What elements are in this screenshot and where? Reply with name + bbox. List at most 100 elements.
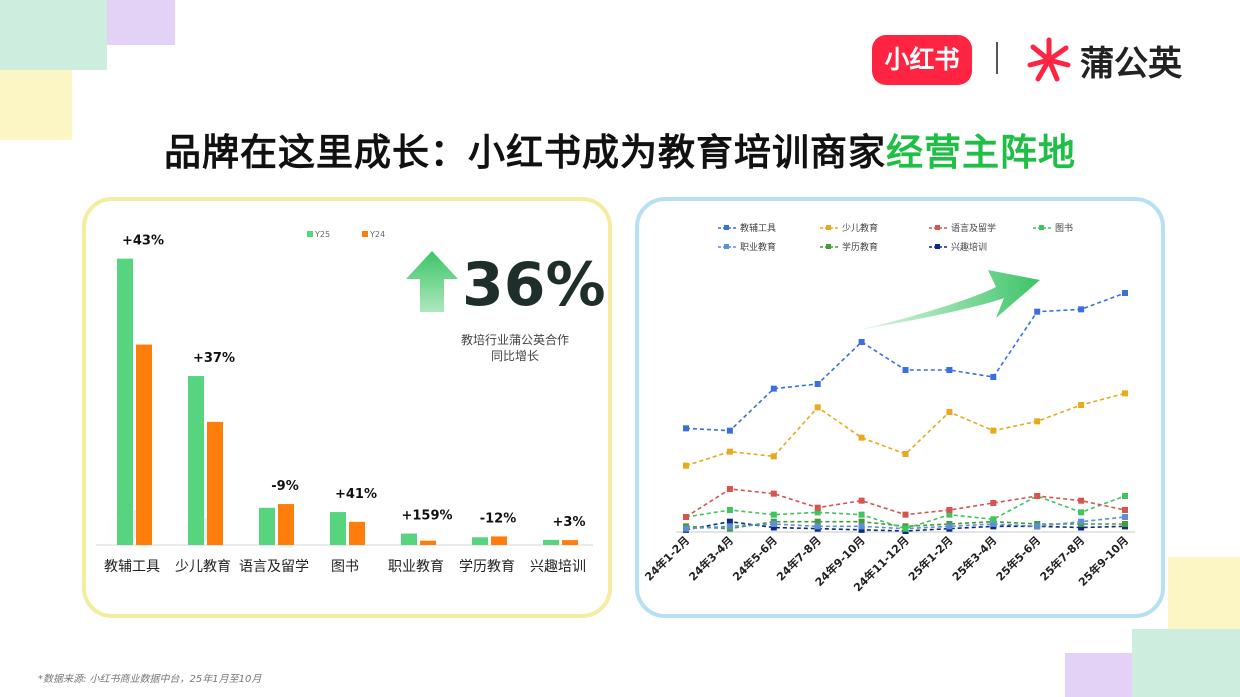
x-tick-label: 24年5-6月	[730, 533, 780, 583]
deco-block	[1168, 557, 1240, 629]
data-point	[1078, 524, 1085, 531]
data-point	[946, 511, 953, 518]
bar-y25	[117, 258, 133, 545]
x-tick-label: 25年3-4月	[949, 533, 999, 583]
bar-y25	[188, 376, 204, 545]
data-point	[770, 524, 777, 531]
legend-label: 语言及留学	[951, 222, 996, 234]
data-point	[683, 514, 689, 520]
caption-line1: 教培行业蒲公英合作	[460, 333, 569, 347]
legend-swatch-y24	[362, 231, 368, 237]
data-point	[814, 404, 821, 411]
legend-label: 图书	[1055, 223, 1073, 234]
legend-label: 职业教育	[740, 241, 776, 253]
category-label: 教辅工具	[104, 559, 160, 575]
data-point	[858, 523, 865, 530]
data-point	[946, 409, 953, 415]
data-point	[990, 516, 997, 523]
data-point	[946, 523, 953, 530]
data-point	[770, 521, 777, 527]
bar-y25	[472, 537, 488, 545]
deco-block	[1132, 629, 1240, 697]
series-line	[685, 495, 1126, 530]
deco-block	[0, 0, 107, 70]
title-prefix: 品牌在这里成长：小红书成为教育培训商家	[164, 131, 886, 174]
legend-marker	[935, 225, 940, 230]
data-point	[814, 381, 821, 387]
legend-label: 学历教育	[842, 241, 878, 253]
category-label: 兴趣培训	[530, 559, 586, 575]
data-point	[814, 523, 821, 530]
growth-label: -12%	[480, 511, 517, 526]
data-point	[858, 497, 865, 504]
growth-stat-caption: 教培行业蒲公英合作 同比增长	[440, 332, 590, 364]
data-point	[858, 339, 865, 345]
page-title: 品牌在这里成长：小红书成为教育培训商家经营主阵地	[0, 122, 1240, 176]
growth-label: +43%	[122, 234, 164, 249]
deco-block	[107, 0, 175, 45]
category-label: 图书	[331, 559, 359, 575]
bar-y25	[330, 512, 346, 545]
data-point	[1078, 509, 1085, 516]
data-point	[770, 453, 777, 460]
data-point	[726, 523, 733, 530]
bar-y24	[207, 421, 223, 545]
legend-marker	[724, 225, 729, 230]
category-label: 少儿教育	[175, 559, 231, 575]
data-point	[946, 367, 953, 373]
xiaohongshu-logo: 小红书	[872, 35, 972, 85]
category-label: 语言及留学	[239, 559, 309, 575]
data-point	[1034, 308, 1041, 315]
data-point	[1122, 507, 1128, 513]
data-point	[990, 427, 997, 434]
bar-y24	[278, 504, 294, 545]
data-point	[770, 385, 777, 392]
data-point	[726, 448, 733, 455]
data-point	[683, 525, 689, 532]
data-point	[858, 434, 865, 441]
bar-y24	[491, 536, 507, 545]
data-point	[1078, 518, 1085, 525]
data-point	[902, 525, 909, 532]
growth-curve-arrow-icon	[858, 270, 1040, 330]
x-tick-label: 25年5-6月	[993, 533, 1043, 583]
logo-divider	[996, 42, 998, 74]
bar-y24	[136, 344, 152, 545]
data-point	[1122, 514, 1128, 520]
dandelion-icon	[1027, 37, 1071, 82]
data-point	[814, 509, 821, 516]
bar-y24	[349, 521, 365, 545]
bar-chart-panel	[82, 197, 612, 618]
growth-stat-value: 36%	[462, 250, 606, 320]
data-point	[726, 518, 733, 525]
legend-marker	[826, 244, 831, 249]
data-point	[946, 507, 953, 513]
legend-label: 教辅工具	[740, 222, 776, 234]
data-point	[990, 521, 997, 527]
bar-y25	[259, 507, 275, 545]
growth-label: +3%	[553, 515, 586, 530]
data-point	[814, 518, 821, 525]
up-arrow-icon	[406, 251, 458, 312]
legend-marker	[1039, 225, 1044, 230]
category-label: 学历教育	[459, 559, 515, 575]
data-point	[770, 490, 777, 497]
data-point	[726, 507, 733, 513]
legend-marker	[724, 244, 729, 249]
bar-y24	[562, 540, 578, 545]
data-point	[1122, 390, 1128, 397]
bar-y24	[420, 540, 436, 545]
growth-label: +37%	[193, 351, 235, 366]
data-point	[1122, 290, 1128, 296]
legend-label-y24: Y24	[369, 230, 385, 239]
legend-marker	[826, 225, 831, 230]
pugongying-logo-text: 蒲公英	[1080, 43, 1182, 84]
legend-label-y25: Y25	[314, 230, 330, 239]
data-point	[1078, 306, 1085, 313]
data-point	[1034, 418, 1041, 425]
data-point	[902, 511, 909, 518]
data-point	[902, 451, 909, 457]
bar-y25	[543, 539, 559, 545]
title-highlight: 经营主阵地	[886, 131, 1076, 174]
